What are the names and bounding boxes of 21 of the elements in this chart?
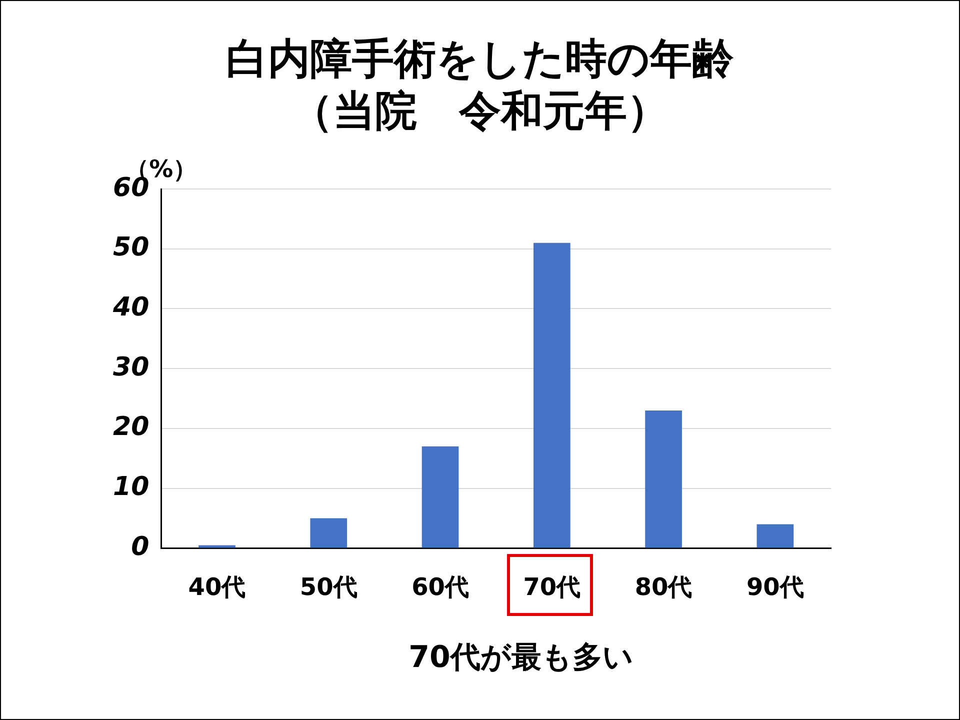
x-tick-label: 80代 [634, 572, 692, 601]
text: 70代が最も多い [408, 639, 634, 677]
x-tick-label: 70代 [523, 572, 581, 601]
bar [422, 446, 459, 548]
chart-subtitle: （当院 令和元年） [290, 85, 670, 137]
bar [310, 518, 348, 548]
y-tick-label: 40 [112, 292, 150, 322]
bar [533, 242, 570, 548]
x-tick-label: 50代 [300, 572, 358, 601]
x-tick-label: 90代 [746, 572, 804, 601]
y-tick-label: 0 [131, 532, 150, 562]
y-tick-label: 10 [112, 472, 150, 502]
x-tick-label: 40代 [188, 572, 246, 601]
x-tick-label: 60代 [412, 572, 469, 601]
chart-title: 白内障手術をした時の年齢 [225, 33, 735, 85]
y-tick-label: 20 [112, 412, 150, 442]
y-tick-label: 50 [112, 232, 150, 263]
y-tick-label: 30 [112, 352, 150, 382]
bar [198, 545, 236, 548]
bar [645, 410, 682, 548]
bar [756, 524, 794, 548]
